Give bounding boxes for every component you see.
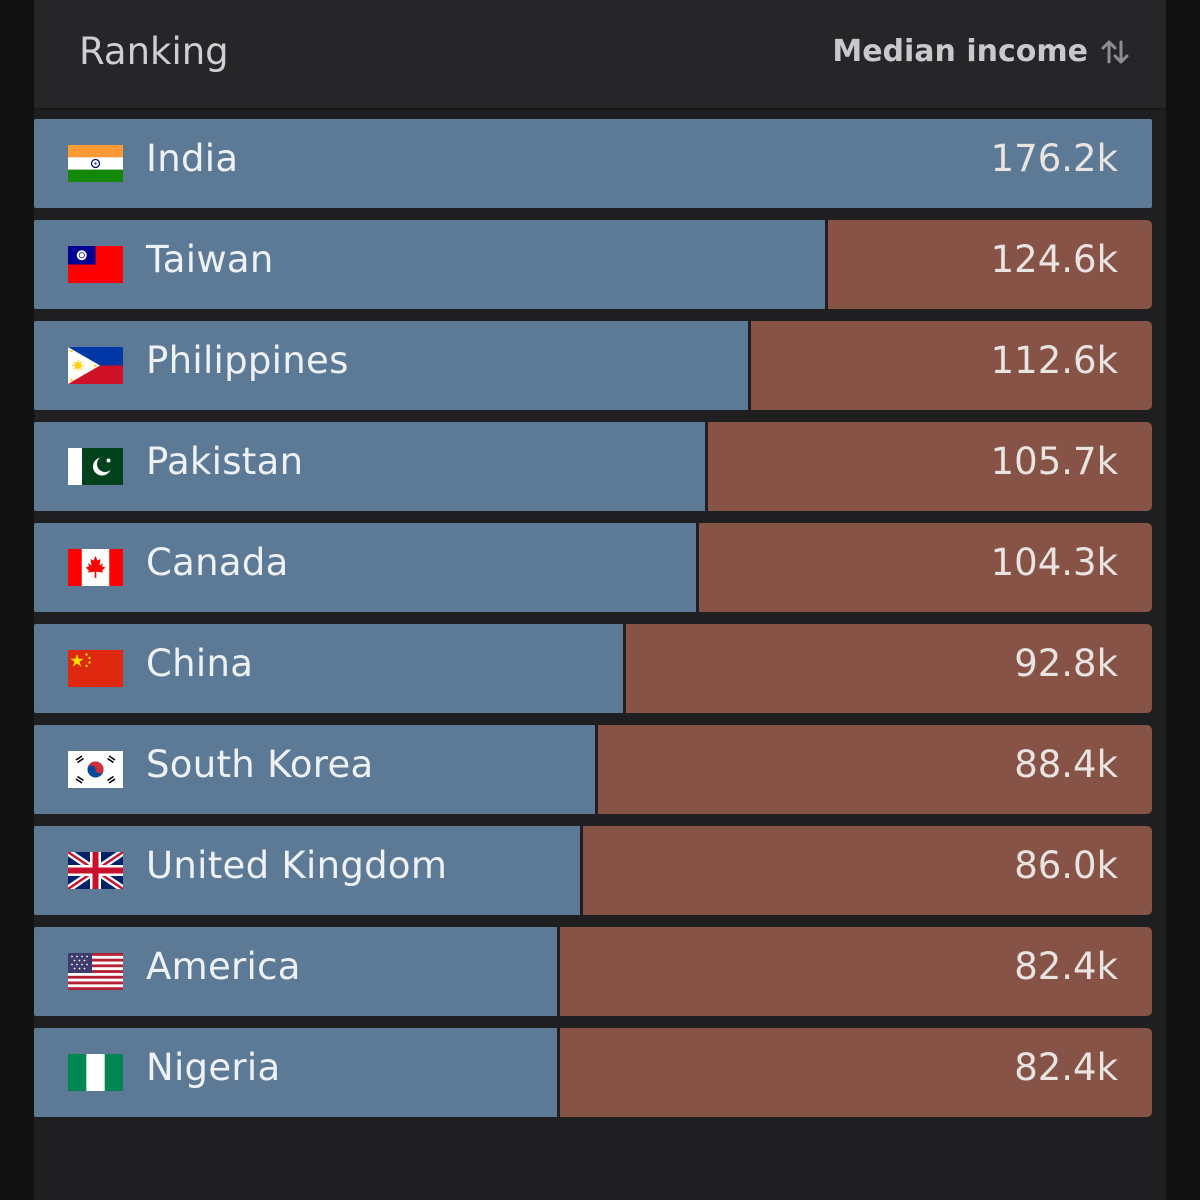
data-label: 104.3k xyxy=(990,541,1118,584)
data-label: 88.4k xyxy=(1014,743,1118,786)
country-label: Taiwan xyxy=(146,238,274,281)
ranking-row[interactable]: India 176.2k xyxy=(34,119,1152,208)
bar xyxy=(34,523,696,612)
ranking-panel: Ranking Median income India 176.2k Taiwan 1… xyxy=(34,0,1166,1200)
ranking-row[interactable]: United Kingdom 86.0k xyxy=(34,826,1152,915)
country-label: Canada xyxy=(146,541,289,584)
bar xyxy=(34,725,595,814)
data-label: 82.4k xyxy=(1014,1046,1118,1089)
philippines-flag-icon xyxy=(68,347,123,384)
sort-up-down-icon xyxy=(1101,40,1129,63)
data-label: 176.2k xyxy=(990,137,1118,180)
country-label: South Korea xyxy=(146,743,374,786)
country-label: China xyxy=(146,642,254,685)
india-flag-icon xyxy=(68,145,123,182)
pakistan-flag-icon xyxy=(68,448,123,485)
usa-flag-icon xyxy=(68,953,123,990)
country-label: America xyxy=(146,945,301,988)
china-flag-icon xyxy=(68,650,123,687)
bar xyxy=(34,624,623,713)
data-label: 124.6k xyxy=(990,238,1118,281)
country-label: Philippines xyxy=(146,339,349,382)
data-label: 112.6k xyxy=(990,339,1118,382)
bar xyxy=(34,220,825,309)
taiwan-flag-icon xyxy=(68,246,123,283)
ranking-row[interactable]: Pakistan 105.7k xyxy=(34,422,1152,511)
data-label: 82.4k xyxy=(1014,945,1118,988)
bar xyxy=(34,826,580,915)
ranking-row[interactable]: Nigeria 82.4k xyxy=(34,1028,1152,1117)
united-kingdom-flag-icon xyxy=(68,852,123,889)
south-korea-flag-icon xyxy=(68,751,123,788)
country-label: United Kingdom xyxy=(146,844,448,887)
ranking-row[interactable]: South Korea 88.4k xyxy=(34,725,1152,814)
ranking-row[interactable]: China 92.8k xyxy=(34,624,1152,713)
data-label: 92.8k xyxy=(1014,642,1118,685)
median-income-column-label: Median income xyxy=(832,34,1088,69)
nigeria-flag-icon xyxy=(68,1054,123,1091)
bar xyxy=(34,422,705,511)
bar xyxy=(34,119,1152,208)
canada-flag-icon xyxy=(68,549,123,586)
bar xyxy=(34,321,748,410)
ranking-row[interactable]: America 82.4k xyxy=(34,927,1152,1016)
ranking-heading: Ranking xyxy=(79,30,229,73)
ranking-row[interactable]: Canada 104.3k xyxy=(34,523,1152,612)
country-label: Nigeria xyxy=(146,1046,281,1089)
median-income-sort-button[interactable]: Median income xyxy=(832,34,1132,69)
country-label: India xyxy=(146,137,239,180)
ranking-row[interactable]: Philippines 112.6k xyxy=(34,321,1152,410)
table-header: Ranking Median income xyxy=(34,0,1166,110)
country-label: Pakistan xyxy=(146,440,304,483)
data-label: 105.7k xyxy=(990,440,1118,483)
ranking-row[interactable]: Taiwan 124.6k xyxy=(34,220,1152,309)
data-label: 86.0k xyxy=(1014,844,1118,887)
